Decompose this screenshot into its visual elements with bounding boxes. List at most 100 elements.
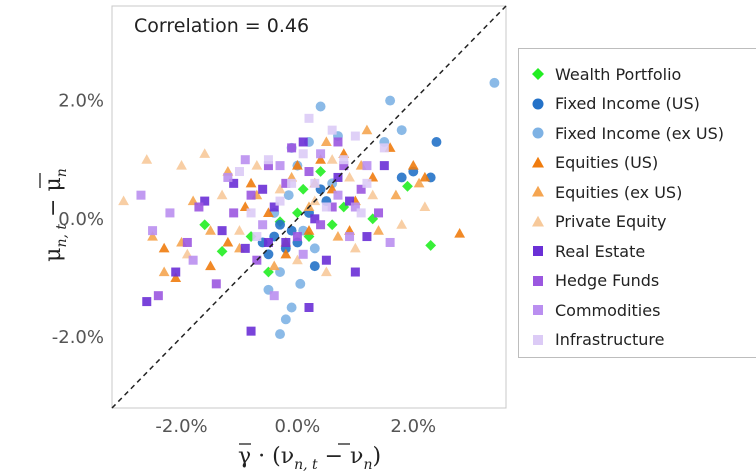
point-equities-us-17 bbox=[419, 171, 431, 182]
point-hedge-funds-12 bbox=[327, 202, 337, 212]
point-real-estate-10 bbox=[298, 137, 308, 147]
point-hedge-funds-9 bbox=[292, 232, 302, 242]
point-real-estate-19 bbox=[350, 267, 360, 277]
point-hedge-funds-2 bbox=[194, 202, 204, 212]
legend-label: Private Equity bbox=[555, 212, 667, 231]
point-infrastructure-12 bbox=[379, 143, 389, 153]
point-commodities-12 bbox=[362, 161, 372, 171]
chart-legend: Wealth Portfolio Fixed Income (US) Fixed I… bbox=[518, 48, 756, 358]
legend-label: Real Estate bbox=[555, 241, 646, 261]
y-tick-label: 2.0% bbox=[58, 91, 104, 112]
point-private-equity-8 bbox=[292, 254, 303, 265]
legend-marker-fixed-income-us bbox=[532, 98, 544, 109]
point-fixed-income-ex-us-16 bbox=[489, 77, 500, 88]
point-hedge-funds-0 bbox=[153, 291, 163, 301]
point-real-estate-17 bbox=[304, 303, 314, 312]
correlation-annotation: Correlation = 0.46 bbox=[134, 15, 309, 37]
point-real-estate-3 bbox=[217, 226, 227, 236]
point-fixed-income-us-11 bbox=[396, 172, 407, 183]
point-fixed-income-ex-us-14 bbox=[396, 125, 407, 136]
point-hedge-funds-5 bbox=[246, 190, 256, 200]
point-hedge-funds-14 bbox=[356, 184, 366, 194]
point-commodities-15 bbox=[345, 232, 355, 242]
point-hedge-funds-13 bbox=[339, 161, 349, 171]
legend-marker-private-equity bbox=[532, 215, 544, 226]
point-real-estate-18 bbox=[263, 237, 273, 247]
point-infrastructure-8 bbox=[327, 125, 337, 135]
point-real-estate-12 bbox=[321, 255, 331, 265]
point-commodities-9 bbox=[316, 149, 326, 159]
point-equities-ex-us-8 bbox=[268, 260, 280, 271]
point-real-estate-15 bbox=[362, 232, 372, 242]
point-infrastructure-9 bbox=[339, 155, 349, 165]
y-tick-label: -2.0% bbox=[52, 327, 104, 348]
x-tick-label: 0.0% bbox=[275, 416, 321, 437]
legend-item-wealth-portfolio: Wealth Portfolio bbox=[531, 63, 681, 85]
y-axis-label: μn, t − μn bbox=[39, 168, 70, 262]
point-equities-us-10 bbox=[315, 154, 326, 164]
point-equities-ex-us-15 bbox=[390, 189, 402, 200]
point-hedge-funds-11 bbox=[316, 220, 326, 230]
legend-item-infrastructure: Infrastructure bbox=[531, 329, 664, 351]
point-infrastructure-11 bbox=[362, 178, 372, 188]
point-real-estate-4 bbox=[229, 178, 239, 188]
point-private-equity-3 bbox=[199, 148, 211, 158]
point-hedge-funds-1 bbox=[182, 237, 192, 247]
point-wealth-portfolio-8 bbox=[315, 166, 326, 177]
point-commodities-4 bbox=[223, 172, 233, 182]
point-hedge-funds-6 bbox=[252, 255, 262, 265]
legend-item-fixed-income-ex-us: Fixed Income (ex US) bbox=[531, 122, 724, 144]
point-real-estate-7 bbox=[258, 184, 268, 194]
point-commodities-14 bbox=[269, 291, 279, 301]
legend-item-equities-ex-us: Equities (ex US) bbox=[531, 181, 682, 203]
point-real-estate-11 bbox=[310, 214, 320, 224]
point-equities-ex-us-1 bbox=[158, 266, 170, 277]
point-equities-us-9 bbox=[303, 225, 315, 235]
point-commodities-3 bbox=[188, 255, 198, 265]
point-real-estate-6 bbox=[246, 326, 256, 336]
legend-marker-equities-us bbox=[532, 156, 544, 167]
point-real-estate-1 bbox=[171, 267, 181, 277]
point-infrastructure-5 bbox=[298, 149, 308, 159]
point-equities-us-3 bbox=[222, 236, 234, 247]
point-infrastructure-15 bbox=[356, 208, 366, 218]
point-commodities-8 bbox=[298, 249, 308, 259]
point-commodities-5 bbox=[240, 155, 250, 165]
legend-label: Equities (US) bbox=[555, 153, 659, 172]
point-private-equity-14 bbox=[419, 201, 431, 212]
point-equities-us-6 bbox=[263, 207, 274, 217]
point-real-estate-5 bbox=[240, 243, 250, 253]
point-equities-ex-us-0 bbox=[147, 230, 158, 241]
point-private-equity-11 bbox=[349, 242, 361, 253]
point-equities-ex-us-17 bbox=[361, 124, 373, 135]
point-equities-us-8 bbox=[292, 160, 303, 170]
point-infrastructure-14 bbox=[252, 232, 262, 242]
point-infrastructure-10 bbox=[350, 131, 360, 141]
legend-item-hedge-funds: Hedge Funds bbox=[531, 270, 659, 292]
point-hedge-funds-15 bbox=[374, 208, 384, 218]
x-tick-label: -2.0% bbox=[155, 416, 207, 437]
point-wealth-portfolio-6 bbox=[297, 183, 309, 195]
point-equities-us-0 bbox=[158, 242, 170, 253]
legend-label: Equities (ex US) bbox=[555, 182, 683, 202]
legend-label: Wealth Portfolio bbox=[555, 64, 682, 84]
point-equities-us-18 bbox=[454, 228, 466, 238]
point-wealth-portfolio-9 bbox=[326, 219, 338, 231]
point-equities-ex-us-16 bbox=[413, 177, 425, 188]
legend-label: Fixed Income (US) bbox=[555, 94, 700, 113]
x-axis-label: γ · (νn, t − νn) bbox=[238, 443, 381, 473]
legend-item-commodities: Commodities bbox=[531, 299, 660, 321]
point-equities-ex-us-14 bbox=[373, 225, 384, 235]
point-real-estate-14 bbox=[345, 196, 355, 206]
point-commodities-11 bbox=[350, 202, 360, 212]
x-axis-ticks: -2.0% 0.0% 2.0% bbox=[155, 416, 436, 437]
point-fixed-income-ex-us-17 bbox=[275, 329, 285, 340]
point-commodities-2 bbox=[165, 208, 175, 218]
point-private-equity-6 bbox=[251, 160, 263, 170]
point-wealth-portfolio-2 bbox=[245, 231, 257, 242]
y-axis-ticks: -2.0% 0.0% 2.0% bbox=[52, 91, 104, 348]
legend-item-fixed-income-us: Fixed Income (US) bbox=[531, 93, 700, 115]
point-real-estate-0 bbox=[142, 297, 152, 307]
point-private-equity-2 bbox=[176, 160, 187, 170]
